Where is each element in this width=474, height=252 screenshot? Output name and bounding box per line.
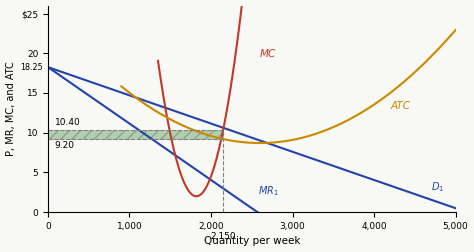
Text: 9.20: 9.20 (55, 141, 74, 150)
Bar (48, 130, 223, 139)
Y-axis label: P, MR, MC, and ATC: P, MR, MC, and ATC (6, 61, 16, 156)
Text: ATC: ATC (391, 101, 410, 111)
Text: $D_1$: $D_1$ (431, 180, 444, 194)
Text: MC: MC (260, 49, 276, 59)
X-axis label: Quantity per week: Quantity per week (203, 236, 300, 246)
Text: 18.25: 18.25 (20, 63, 43, 72)
Text: $MR_1$: $MR_1$ (258, 185, 279, 199)
Text: 10.40: 10.40 (55, 118, 80, 127)
Text: 2,150: 2,150 (210, 232, 236, 241)
